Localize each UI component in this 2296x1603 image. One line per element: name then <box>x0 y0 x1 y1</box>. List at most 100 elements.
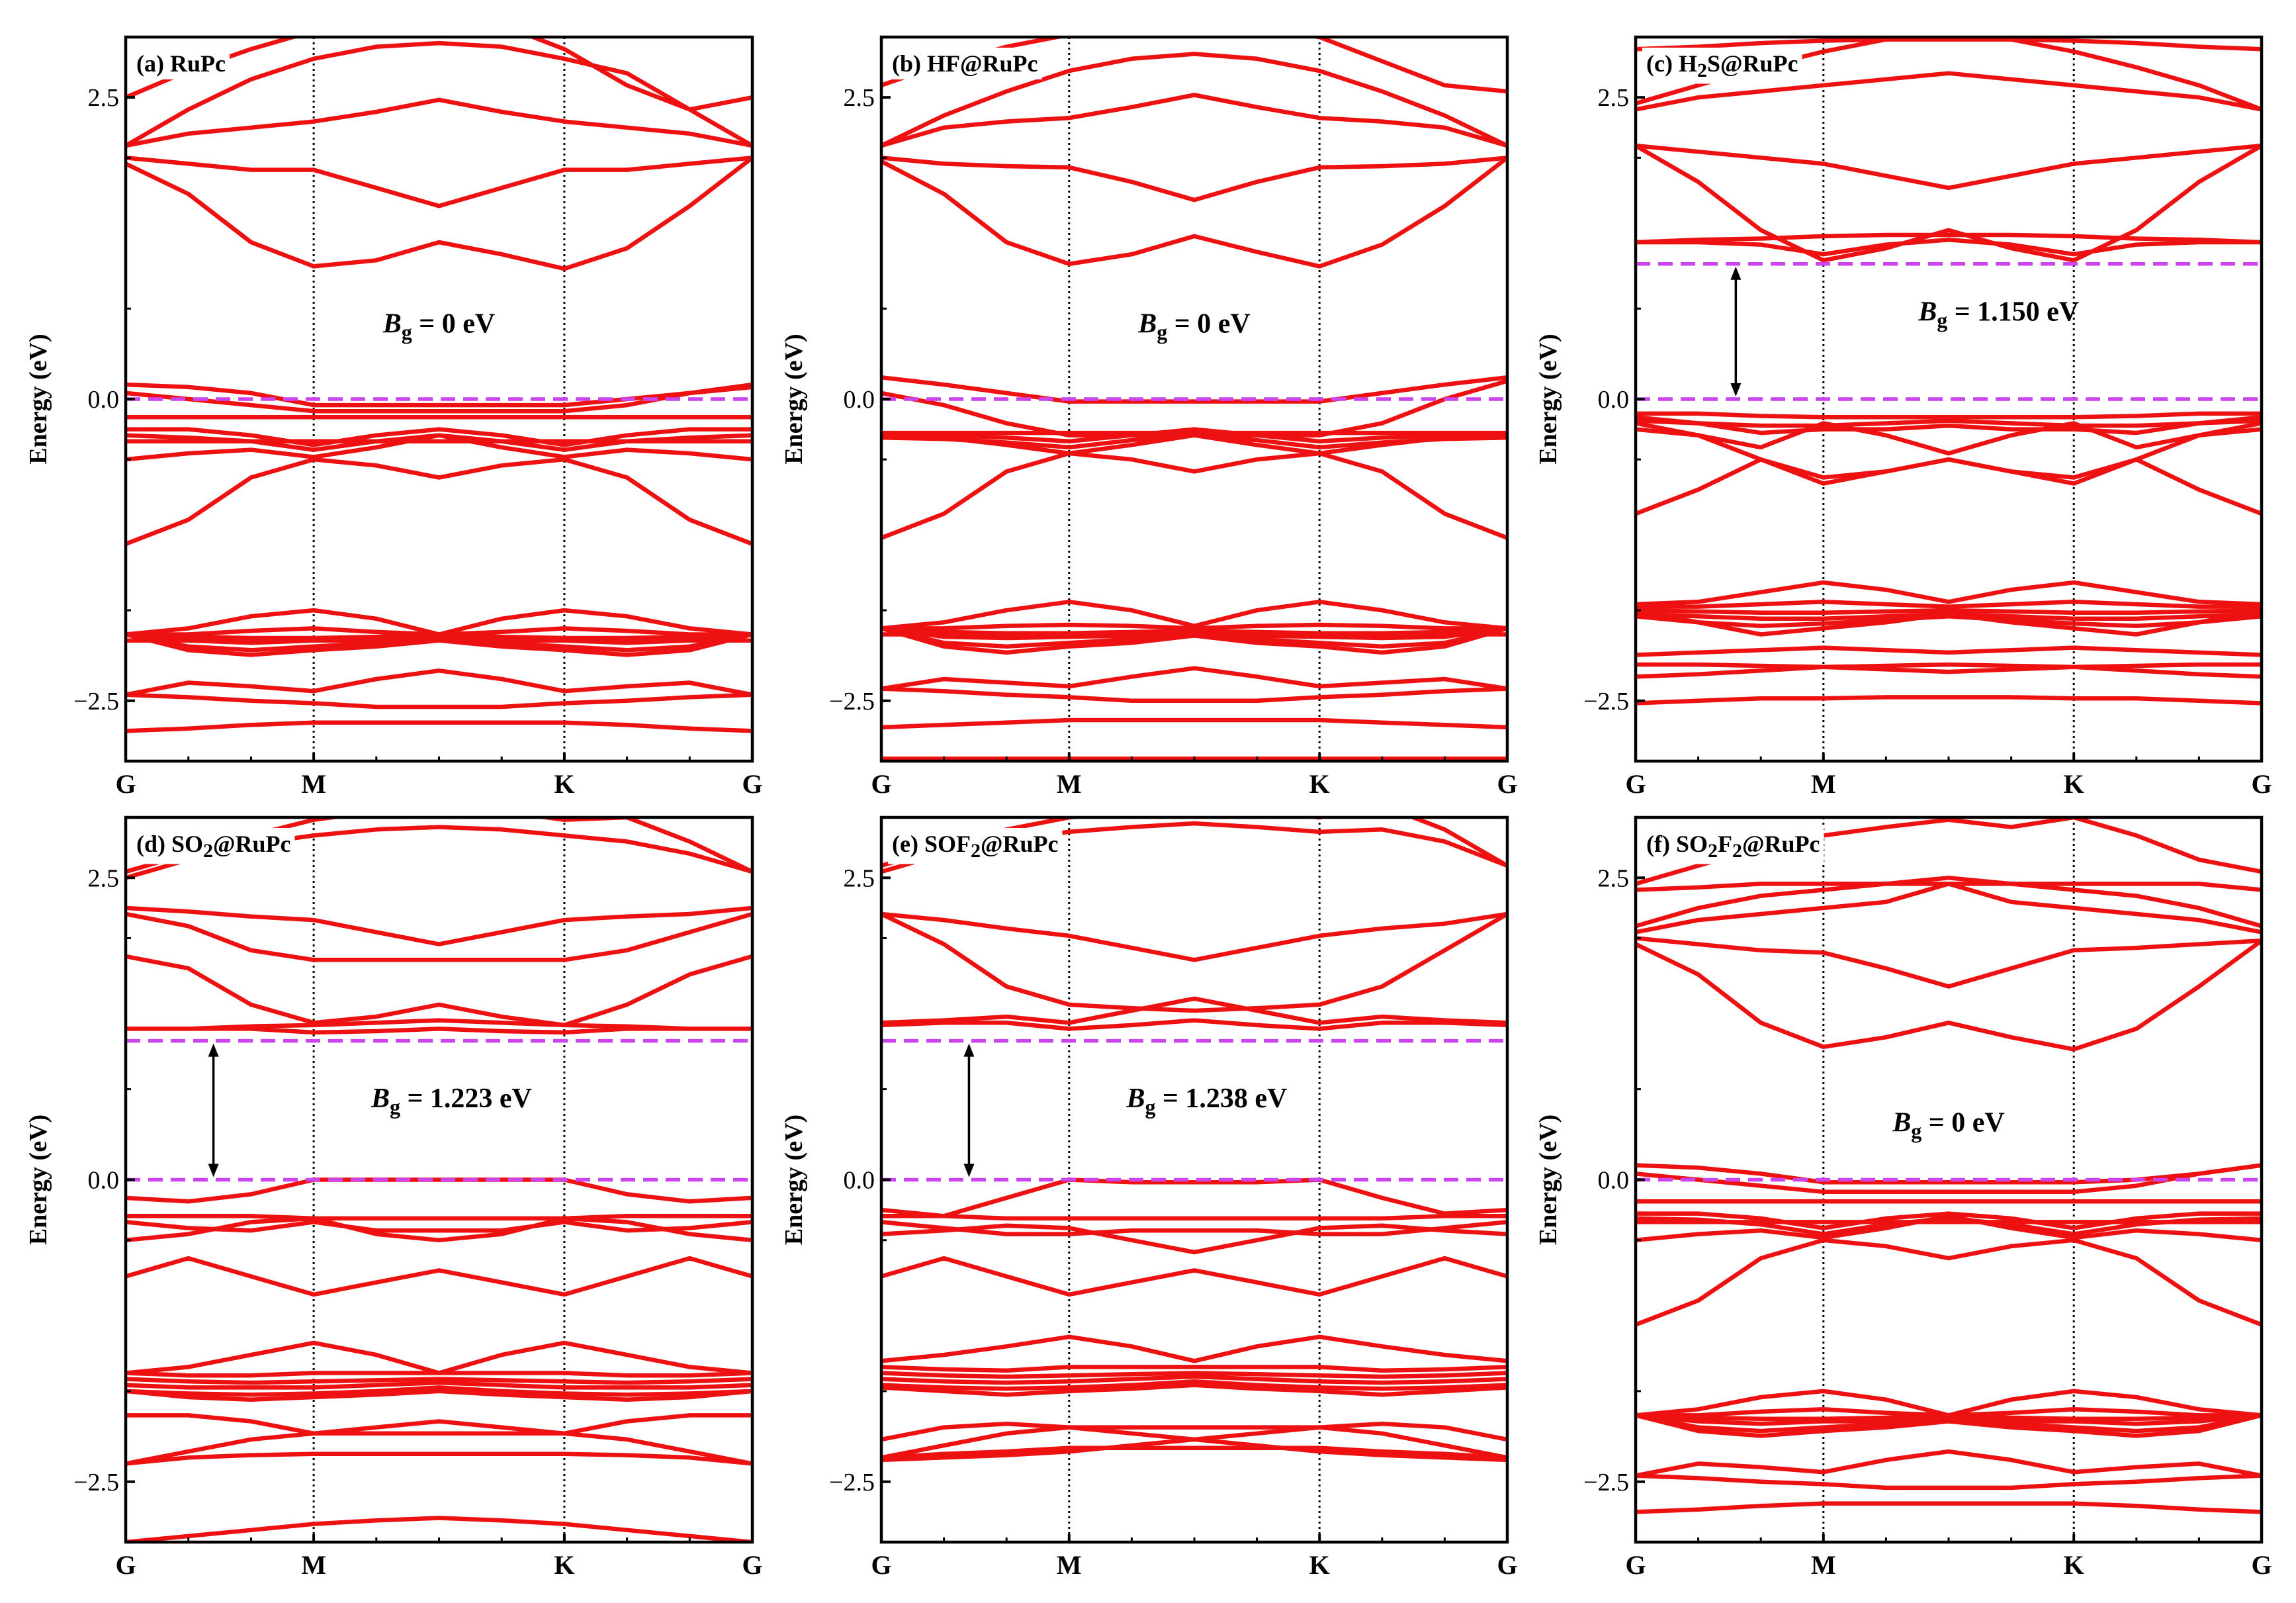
y-tick-label: 0.0 <box>844 1167 875 1195</box>
band-c3 <box>1636 876 2262 929</box>
panel-label: (c) H2S@RuPc <box>1646 50 1798 81</box>
y-tick-label: −2.5 <box>73 688 119 715</box>
x-tick-label-M: M <box>1057 1550 1082 1580</box>
band-e2 <box>126 1431 752 1466</box>
x-tick-label-G: G <box>1497 769 1517 799</box>
band-v2 <box>1636 1163 2262 1195</box>
bands <box>1636 37 2262 706</box>
x-tick-label-M: M <box>1811 1550 1836 1580</box>
panel-label: (e) SOF2@RuPc <box>892 831 1058 862</box>
band-v3 <box>126 1216 752 1243</box>
band-v4 <box>881 1220 1507 1236</box>
band-d6 <box>1636 1413 2262 1438</box>
band-d2 <box>881 1365 1507 1373</box>
band-d1 <box>881 1334 1507 1363</box>
band-c5 <box>1636 936 2262 989</box>
band-e1 <box>126 668 752 697</box>
band-e2 <box>1636 1473 2262 1490</box>
band-e4 <box>1636 695 2262 706</box>
y-tick-label: 0.0 <box>88 1167 120 1195</box>
y-axis-label: Energy (eV) <box>24 1115 52 1245</box>
band-d2 <box>1636 600 2262 609</box>
x-tick-label-K: K <box>554 769 574 799</box>
panel-label: (d) SO2@RuPc <box>136 831 291 862</box>
panel-label-backing <box>888 48 1042 79</box>
band-d4 <box>1636 1413 2262 1426</box>
band-e3 <box>1636 664 2262 679</box>
y-tick-label: −2.5 <box>73 1469 119 1496</box>
bands <box>1636 817 2262 1514</box>
band-v4 <box>126 1220 752 1233</box>
band-v1 <box>881 375 1507 404</box>
y-tick-label: −2.5 <box>829 688 875 715</box>
panel-d: −2.5 0.0 2.5 G M K G Energy (eV) (d) SO2@RuPc Bg … <box>24 815 763 1580</box>
y-tick-label: 0.0 <box>88 386 120 414</box>
band-e3 <box>126 1451 752 1466</box>
x-tick-label-G: G <box>742 769 762 799</box>
band-c3 <box>1636 37 2262 52</box>
y-tick-label: 0.0 <box>1598 1167 1630 1195</box>
band-c2 <box>881 52 1507 148</box>
bandgap-arrow <box>963 1043 975 1177</box>
band-d4 <box>126 1380 752 1390</box>
band-d3 <box>1636 1413 2262 1422</box>
band-e4 <box>126 1516 752 1542</box>
x-tick-label-K: K <box>2064 1550 2084 1580</box>
band-c7 <box>1636 238 2262 257</box>
y-axis-label: Energy (eV) <box>24 334 52 464</box>
panel-label-backing <box>132 48 230 79</box>
band-d3 <box>881 1371 1507 1379</box>
y-tick-label: 0.0 <box>1598 386 1630 414</box>
panel-c: −2.5 0.0 2.5 G M K G Energy (eV) (c) H2S@RuPc Bg … <box>1534 35 2272 799</box>
y-tick-label: −2.5 <box>1583 1469 1629 1496</box>
band-d3 <box>126 632 752 641</box>
x-tick-label-M: M <box>1811 769 1836 799</box>
band-v2 <box>881 1214 1507 1221</box>
y-axis-label: Energy (eV) <box>780 1115 808 1245</box>
band-e3 <box>126 720 752 733</box>
panel-label-backing <box>1642 48 1802 84</box>
band-v5 <box>1636 457 2262 516</box>
band-e1 <box>1636 645 2262 657</box>
y-tick-label: −2.5 <box>1583 688 1629 715</box>
panel-label: (a) RuPc <box>136 50 226 77</box>
band-c4 <box>881 911 1507 1013</box>
y-axis-label: Energy (eV) <box>1534 1115 1562 1245</box>
band-e1 <box>126 1413 752 1436</box>
band-c3 <box>881 93 1507 148</box>
x-tick-label-G: G <box>871 769 891 799</box>
bandgap-label: Bg = 1.223 eV <box>371 1083 532 1119</box>
bands <box>881 37 1507 761</box>
x-tick-label-K: K <box>1309 769 1330 799</box>
panel-label: (b) HF@RuPc <box>892 50 1038 77</box>
x-tick-label-K: K <box>554 1550 574 1580</box>
band-e1 <box>881 666 1507 691</box>
band-v7 <box>881 451 1507 540</box>
band-v6 <box>1636 427 2262 486</box>
band-v7 <box>1636 1238 2262 1327</box>
band-c1 <box>126 37 752 112</box>
band-v4 <box>1636 415 2262 435</box>
panel-label: (f) SO2F2@RuPc <box>1646 831 1820 862</box>
band-v5 <box>126 1256 752 1297</box>
band-c2 <box>126 40 752 148</box>
x-tick-label-M: M <box>301 1550 326 1580</box>
band-d1 <box>1636 580 2262 607</box>
y-tick-label: 0.0 <box>844 386 875 414</box>
bandgap-label: Bg = 1.238 eV <box>1126 1083 1287 1119</box>
band-c6 <box>1636 938 2262 1052</box>
band-v4 <box>126 427 752 447</box>
band-v3 <box>1636 421 2262 456</box>
band-v2 <box>126 385 752 414</box>
band-d4 <box>881 1374 1507 1385</box>
band-c7 <box>126 1027 752 1035</box>
band-c5 <box>1636 143 2262 263</box>
band-v1 <box>1636 411 2262 420</box>
x-tick-label-G: G <box>115 769 136 799</box>
x-tick-label-G: G <box>1625 769 1646 799</box>
x-tick-label-M: M <box>1057 769 1082 799</box>
panel-label-backing <box>888 828 1063 864</box>
band-c5 <box>126 954 752 1028</box>
panels-root: −2.5 0.0 2.5 G M K G Energy (eV) (a) RuPc Bg = 0 … <box>24 35 2272 1580</box>
